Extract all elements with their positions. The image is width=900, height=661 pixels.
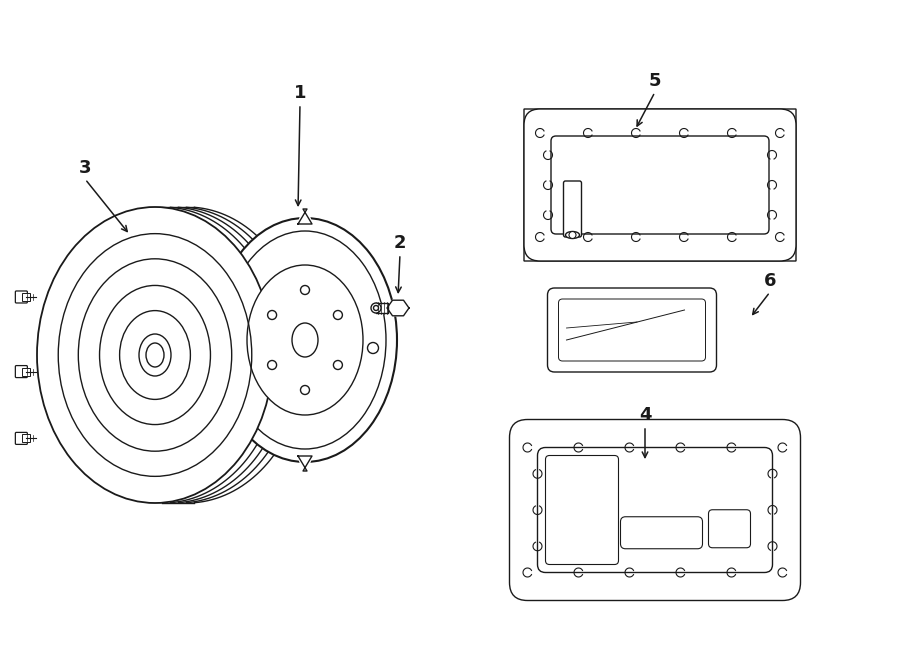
Polygon shape xyxy=(376,303,388,313)
Ellipse shape xyxy=(37,207,273,503)
Ellipse shape xyxy=(247,265,363,415)
Bar xyxy=(22,293,31,301)
FancyBboxPatch shape xyxy=(524,109,796,261)
Circle shape xyxy=(374,305,379,311)
Circle shape xyxy=(333,360,342,369)
Circle shape xyxy=(301,385,310,395)
FancyBboxPatch shape xyxy=(15,291,27,303)
Circle shape xyxy=(333,311,342,319)
FancyBboxPatch shape xyxy=(15,432,27,444)
Ellipse shape xyxy=(565,231,580,239)
Circle shape xyxy=(569,231,576,239)
FancyBboxPatch shape xyxy=(559,299,706,361)
FancyBboxPatch shape xyxy=(563,181,581,237)
Text: 5: 5 xyxy=(649,72,662,90)
Polygon shape xyxy=(298,209,312,224)
Circle shape xyxy=(371,303,381,313)
FancyBboxPatch shape xyxy=(547,288,716,372)
Text: 2: 2 xyxy=(394,234,406,252)
Circle shape xyxy=(367,342,379,354)
Text: 1: 1 xyxy=(293,84,306,102)
Bar xyxy=(22,434,31,442)
FancyBboxPatch shape xyxy=(509,420,800,600)
Ellipse shape xyxy=(213,218,397,462)
Polygon shape xyxy=(298,456,312,471)
FancyBboxPatch shape xyxy=(620,517,703,549)
Ellipse shape xyxy=(146,343,164,367)
FancyBboxPatch shape xyxy=(537,447,772,572)
Ellipse shape xyxy=(292,323,318,357)
FancyBboxPatch shape xyxy=(524,109,796,261)
Circle shape xyxy=(267,360,276,369)
Ellipse shape xyxy=(139,334,171,376)
FancyBboxPatch shape xyxy=(15,366,27,377)
Ellipse shape xyxy=(224,231,386,449)
Text: 6: 6 xyxy=(764,272,776,290)
Circle shape xyxy=(267,311,276,319)
Text: 3: 3 xyxy=(79,159,91,177)
FancyBboxPatch shape xyxy=(545,455,618,564)
Circle shape xyxy=(301,286,310,295)
FancyBboxPatch shape xyxy=(708,510,751,548)
FancyBboxPatch shape xyxy=(551,136,769,234)
Bar xyxy=(22,368,31,375)
Text: 4: 4 xyxy=(639,406,652,424)
Polygon shape xyxy=(387,300,409,316)
